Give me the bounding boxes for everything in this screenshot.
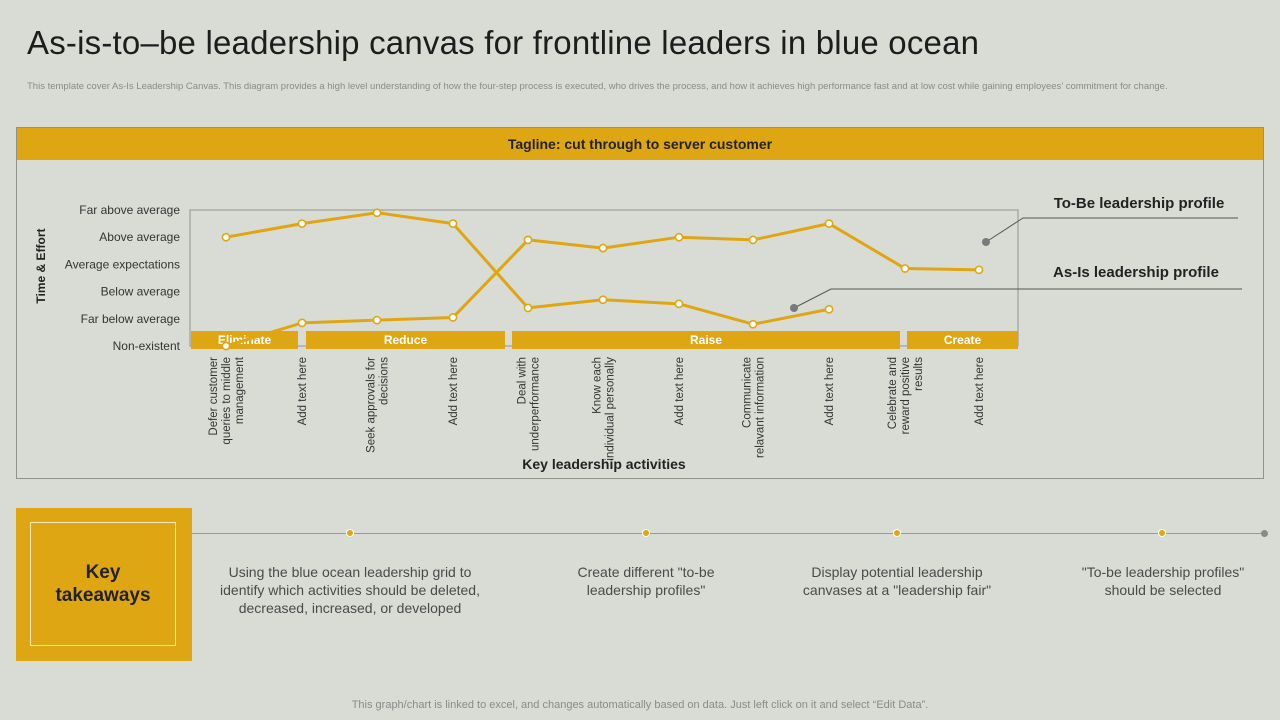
- tagline-banner: Tagline: cut through to server customer: [17, 128, 1263, 160]
- data-point-as-is: [372, 315, 382, 325]
- data-point-to-be: [221, 232, 231, 242]
- x-tick-label-line: Seek approvals for: [366, 357, 378, 453]
- key-takeaways-title-line: takeaways: [55, 585, 151, 606]
- key-takeaways-box: Key takeaways: [16, 508, 192, 661]
- x-tick-label-line: reward positive: [900, 357, 912, 434]
- x-tick-label-line: results: [913, 357, 925, 391]
- x-tick-label: Add text here: [674, 357, 686, 425]
- x-tick-label-line: Add text here: [824, 357, 836, 425]
- y-tick-label: Average expectations: [65, 257, 180, 271]
- page-subtitle: This template cover As-Is Leadership Can…: [27, 81, 1168, 92]
- x-tick-label-line: Communicate: [742, 357, 754, 428]
- data-point-to-be: [448, 219, 458, 228]
- x-tick-label-line: Celebrate and: [887, 357, 899, 429]
- y-tick-label: Far above average: [79, 203, 180, 217]
- data-point-to-be: [824, 304, 834, 314]
- plot-area: [189, 209, 1019, 347]
- data-point-as-is: [523, 235, 533, 245]
- legend-callout-dot: [790, 304, 798, 312]
- takeaway-item: "To-be leadership profiles" should be se…: [1081, 564, 1245, 598]
- x-tick-label-line: Deal with: [517, 357, 529, 404]
- key-takeaways-title-line: Key: [85, 562, 121, 583]
- takeaway-item: Display potential leadership canvases at…: [802, 564, 992, 598]
- page-title: As-is-to–be leadership canvas for frontl…: [27, 24, 980, 61]
- data-point-as-is: [748, 235, 758, 245]
- timeline-dot: [893, 529, 901, 537]
- data-point-to-be: [674, 299, 684, 309]
- y-tick-label: Above average: [99, 230, 180, 244]
- data-point-as-is: [221, 341, 231, 351]
- x-axis-title: Key leadership activities: [522, 456, 686, 472]
- x-tick-label: Add text here: [448, 357, 460, 425]
- timeline-end-dot: [1261, 530, 1268, 537]
- data-point-as-is: [824, 219, 834, 228]
- timeline-dot: [1158, 529, 1166, 537]
- data-point-to-be: [372, 208, 382, 218]
- x-tick-label: Add text here: [824, 357, 836, 425]
- stage-bar-raise: [512, 331, 900, 349]
- data-point-to-be: [297, 219, 307, 228]
- stage-label-raise: Raise: [690, 333, 722, 347]
- key-takeaways-frame: Key takeaways: [30, 522, 176, 646]
- data-point-as-is: [674, 232, 684, 242]
- data-point-to-be: [598, 295, 608, 305]
- stage-label-reduce: Reduce: [384, 333, 428, 347]
- data-point-to-be: [523, 303, 533, 313]
- tagline-text: Tagline: cut through to server customer: [507, 136, 773, 152]
- data-point-to-be: [748, 319, 758, 329]
- key-takeaways-title: Key takeaways: [55, 561, 150, 607]
- x-tick-label-line: Add text here: [297, 357, 309, 425]
- y-tick-label: Non-existent: [113, 339, 181, 353]
- x-tick-label: Add text here: [974, 357, 986, 425]
- x-tick-label-line: decisions: [379, 357, 391, 405]
- timeline-line: [192, 533, 1266, 534]
- takeaway-item: Using the blue ocean leadership grid to …: [220, 564, 480, 616]
- leadership-chart[interactable]: Non-existent Far below average Below avera…: [17, 128, 1265, 480]
- x-tick-label-line: underperformance: [530, 357, 542, 451]
- y-tick-label: Far below average: [81, 312, 181, 326]
- x-tick-label: Add text here: [297, 357, 309, 425]
- timeline-dot: [346, 529, 354, 537]
- data-point-as-is: [448, 313, 458, 322]
- data-point-as-is: [297, 318, 307, 328]
- chart-panel[interactable]: Tagline: cut through to server customer …: [16, 127, 1264, 479]
- legend-callout-dot: [982, 238, 990, 246]
- footer-note: This graph/chart is linked to excel, and…: [351, 699, 929, 711]
- x-tick-label-line: management: [234, 356, 246, 424]
- y-tick-label: Below average: [101, 285, 181, 299]
- x-tick-label: Defer customerqueries to middlemanagemen…: [208, 356, 246, 444]
- legend-label-to-be: To-Be leadership profile: [1054, 195, 1225, 212]
- x-tick-label-line: individual personally: [605, 357, 617, 461]
- x-tick-label-line: relavant information: [755, 357, 767, 458]
- x-tick-label: Seek approvals fordecisions: [366, 357, 391, 453]
- x-tick-label-line: Add text here: [448, 357, 460, 425]
- x-tick-label-line: Defer customer: [208, 357, 220, 436]
- x-tick-label-line: queries to middle: [221, 357, 233, 445]
- legend-callout-line: [985, 217, 1238, 243]
- stage-bar-create: [907, 331, 1018, 349]
- data-point-as-is: [900, 264, 910, 273]
- timeline-dot: [642, 529, 650, 537]
- stage-label-create: Create: [944, 333, 982, 347]
- takeaway-item: Create different "to-be leadership profi…: [577, 564, 715, 598]
- x-tick-label-line: Add text here: [674, 357, 686, 425]
- legend-label-as-is: As-Is leadership profile: [1053, 264, 1219, 281]
- legend-callout-line: [793, 288, 1242, 309]
- x-tick-label: Communicaterelavant information: [742, 357, 767, 458]
- x-tick-label: Celebrate andreward positiveresults: [887, 357, 925, 435]
- x-tick-label-line: Add text here: [974, 357, 986, 425]
- data-point-as-is: [974, 265, 984, 275]
- data-point-as-is: [598, 243, 608, 253]
- x-tick-label-line: Know each: [592, 357, 604, 414]
- stage-bar-reduce: [306, 331, 505, 349]
- x-tick-label: Deal withunderperformance: [517, 357, 542, 451]
- series-line-as-is: [225, 222, 980, 348]
- x-tick-label: Know eachindividual personally: [592, 357, 617, 461]
- y-axis-title: Time & Effort: [34, 228, 48, 303]
